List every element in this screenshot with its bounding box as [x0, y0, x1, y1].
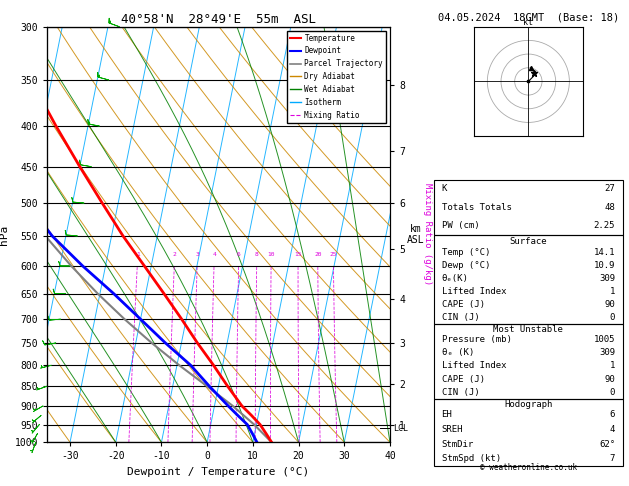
Text: 90: 90 — [604, 300, 615, 309]
Text: 8: 8 — [255, 252, 259, 257]
Text: 20: 20 — [314, 252, 321, 257]
Text: StmDir: StmDir — [442, 440, 474, 449]
Text: Lifted Index: Lifted Index — [442, 287, 506, 295]
Text: CAPE (J): CAPE (J) — [442, 300, 484, 309]
Text: LCL: LCL — [393, 424, 408, 433]
Text: Temp (°C): Temp (°C) — [442, 247, 490, 257]
Text: 2: 2 — [173, 252, 177, 257]
Text: θₑ(K): θₑ(K) — [442, 274, 469, 282]
Text: EH: EH — [442, 410, 452, 419]
Text: 15: 15 — [294, 252, 302, 257]
Text: Surface: Surface — [509, 238, 547, 246]
Text: 4: 4 — [610, 425, 615, 434]
Text: 90: 90 — [604, 375, 615, 384]
X-axis label: kt: kt — [523, 18, 533, 27]
Legend: Temperature, Dewpoint, Parcel Trajectory, Dry Adiabat, Wet Adiabat, Isotherm, Mi: Temperature, Dewpoint, Parcel Trajectory… — [287, 31, 386, 122]
Text: Pressure (mb): Pressure (mb) — [442, 335, 511, 344]
Text: 7: 7 — [610, 454, 615, 463]
Y-axis label: Mixing Ratio (g/kg): Mixing Ratio (g/kg) — [423, 183, 431, 286]
Text: CIN (J): CIN (J) — [442, 388, 479, 397]
Bar — [434, 399, 623, 466]
Bar — [434, 324, 623, 399]
Text: PW (cm): PW (cm) — [442, 221, 479, 230]
Text: 27: 27 — [604, 184, 615, 193]
Text: 1005: 1005 — [594, 335, 615, 344]
Text: 48: 48 — [604, 203, 615, 212]
Text: 62°: 62° — [599, 440, 615, 449]
Text: 04.05.2024  18GMT  (Base: 18): 04.05.2024 18GMT (Base: 18) — [438, 12, 619, 22]
Text: 14.1: 14.1 — [594, 247, 615, 257]
Text: 3: 3 — [196, 252, 199, 257]
Text: © weatheronline.co.uk: © weatheronline.co.uk — [480, 463, 577, 472]
Text: 1: 1 — [610, 362, 615, 370]
Y-axis label: hPa: hPa — [0, 225, 9, 244]
Text: Lifted Index: Lifted Index — [442, 362, 506, 370]
Text: Totals Totals: Totals Totals — [442, 203, 511, 212]
Text: StmSpd (kt): StmSpd (kt) — [442, 454, 501, 463]
Text: 309: 309 — [599, 348, 615, 357]
Text: θₑ (K): θₑ (K) — [442, 348, 474, 357]
Text: 25: 25 — [330, 252, 337, 257]
Text: 0: 0 — [610, 312, 615, 322]
Text: 1: 1 — [610, 287, 615, 295]
Text: CAPE (J): CAPE (J) — [442, 375, 484, 384]
Text: CIN (J): CIN (J) — [442, 312, 479, 322]
Text: Dewp (°C): Dewp (°C) — [442, 260, 490, 270]
Text: 0: 0 — [610, 388, 615, 397]
Text: Hodograph: Hodograph — [504, 400, 552, 409]
X-axis label: Dewpoint / Temperature (°C): Dewpoint / Temperature (°C) — [128, 467, 309, 477]
Text: 1: 1 — [136, 252, 140, 257]
Text: 2.25: 2.25 — [594, 221, 615, 230]
Text: 10.9: 10.9 — [594, 260, 615, 270]
Title: 40°58'N  28°49'E  55m  ASL: 40°58'N 28°49'E 55m ASL — [121, 13, 316, 26]
Text: 10: 10 — [267, 252, 275, 257]
Y-axis label: km
ASL: km ASL — [407, 224, 425, 245]
Text: SREH: SREH — [442, 425, 463, 434]
Bar — [434, 235, 623, 324]
Text: 6: 6 — [610, 410, 615, 419]
Text: K: K — [442, 184, 447, 193]
Text: Most Unstable: Most Unstable — [493, 325, 564, 334]
Text: 4: 4 — [213, 252, 216, 257]
Text: 6: 6 — [237, 252, 241, 257]
Text: 309: 309 — [599, 274, 615, 282]
Bar — [434, 179, 623, 235]
